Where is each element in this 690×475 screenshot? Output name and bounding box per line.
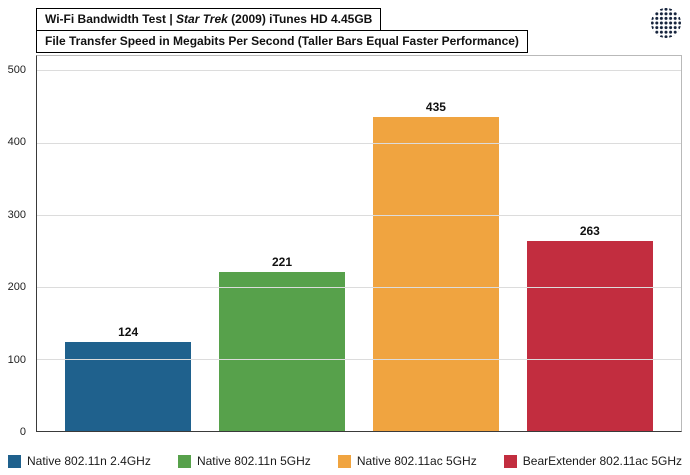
- legend-label: Native 802.11n 5GHz: [196, 454, 311, 468]
- y-tick-label: 200: [7, 281, 26, 293]
- legend-swatch-icon: [503, 454, 517, 468]
- bar-2: 221: [219, 255, 345, 431]
- bar-3: 435: [373, 100, 499, 431]
- bar-4: 263: [527, 224, 653, 431]
- legend-label: Native 802.11n 2.4GHz: [27, 454, 151, 468]
- chart-title: Wi-Fi Bandwidth Test | Star Trek (2009) …: [36, 8, 382, 31]
- y-tick-label: 0: [19, 426, 26, 438]
- bar-value-label: 435: [425, 100, 446, 115]
- bar-value-label: 263: [579, 224, 600, 239]
- bar-value-label: 221: [272, 254, 293, 269]
- chart-title-suffix: (2009) iTunes HD 4.45GB: [227, 12, 373, 26]
- chart-title-prefix: Wi-Fi Bandwidth Test |: [45, 12, 177, 26]
- legend-swatch-icon: [177, 454, 191, 468]
- gridline: [37, 286, 681, 288]
- gridline: [37, 214, 681, 216]
- gridline: [37, 142, 681, 144]
- y-tick-label: 100: [7, 353, 26, 366]
- chart-header: Wi-Fi Bandwidth Test | Star Trek (2009) …: [36, 8, 528, 53]
- legend-item: Native 802.11ac 5GHz: [337, 454, 477, 468]
- gridline: [37, 358, 681, 360]
- y-tick-label: 500: [7, 63, 26, 76]
- chart-title-movie-name: Star Trek: [176, 12, 228, 26]
- legend-swatch-icon: [8, 454, 21, 468]
- chart-subtitle: File Transfer Speed in Megabits Per Seco…: [36, 30, 528, 53]
- bar-value-label: 124: [118, 324, 139, 339]
- legend-label: BearExtender 802.11ac 5GHz: [522, 454, 682, 468]
- y-tick-label: 300: [7, 208, 26, 221]
- legend-swatch-icon: [337, 454, 351, 468]
- legend: Native 802.11n 2.4GHz Native 802.11n 5GHz…: [8, 454, 682, 468]
- legend-item: Native 802.11n 5GHz: [177, 454, 311, 468]
- y-tick-label: 400: [7, 136, 26, 148]
- legend-item: Native 802.11n 2.4GHz: [8, 454, 151, 468]
- bar-1: 124: [65, 325, 191, 431]
- bars-container: 124 221 435 263: [37, 56, 681, 431]
- dotted-globe-logo-icon: [651, 8, 681, 38]
- legend-item: BearExtender 802.11ac 5GHz: [503, 454, 682, 468]
- y-axis: 0 100 200 300 400 500: [0, 55, 30, 439]
- plot-area: 124 221 435 263: [36, 55, 682, 432]
- gridline: [37, 70, 681, 72]
- legend-label: Native 802.11ac 5GHz: [356, 454, 477, 468]
